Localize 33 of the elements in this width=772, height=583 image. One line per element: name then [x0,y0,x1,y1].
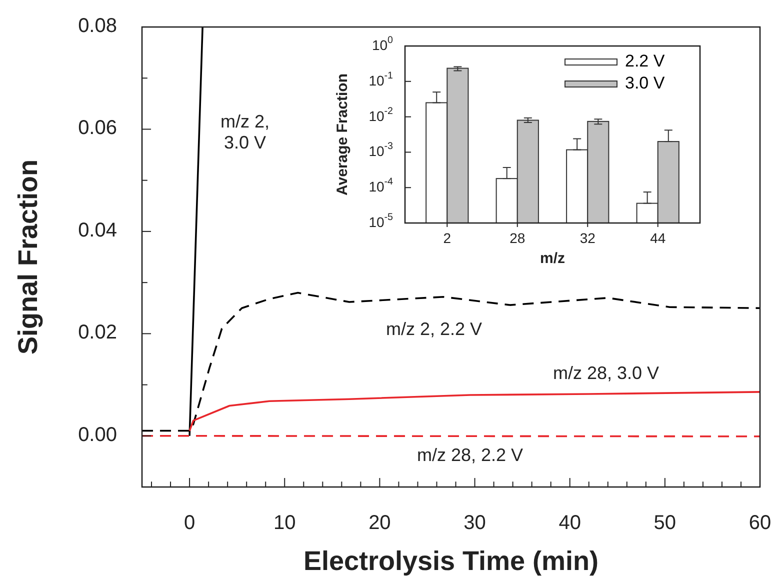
x-tick-label: 10 [273,512,296,534]
x-tick-label: 0 [184,512,196,534]
x-tick-label: 30 [464,512,486,534]
x-axis-title: Electrolysis Time (min) [303,546,599,576]
line-series [188,391,761,432]
y-tick-label: 0.04 [78,220,117,242]
x-tick-label: 20 [368,512,391,534]
y-tick-label: 0.02 [78,322,117,344]
x-tick-label: 32 [580,230,596,246]
x-tick-label: 44 [650,230,666,246]
series-label: m/z 28, 2.2 V [416,444,524,465]
x-axis-title: m/z [540,250,566,267]
series-label: m/z 2, 2.2 V [386,318,482,339]
x-tick-label: 40 [558,512,581,534]
y-axis-title: Average Fraction [334,74,351,196]
y-tick-label: 10$^{-5}$ [368,212,394,230]
y-tick-label: 10$^{-4}$ [368,176,394,194]
legend-label: 3.0 V [625,73,666,92]
y-tick-label: 10$^{-1}$ [368,70,393,88]
x-tick-label: 2 [443,230,452,246]
x-tick-label: 28 [510,230,526,246]
series-label: m/z 2, 3.0 V [220,111,270,152]
y-tick-label: 0.06 [78,118,117,140]
x-tick-label: 60 [748,512,772,534]
y-tick-label: 0.00 [78,424,117,446]
legend-label: 2.2 V [625,51,666,70]
y-axis-title: Signal Fraction [13,159,44,355]
y-tick-label: 0.08 [78,15,117,38]
y-tick-label: 10$^{0}$ [372,35,394,53]
x-tick-label: 50 [654,512,676,534]
y-tick-label: 10$^{-3}$ [368,141,394,159]
y-tick-label: 10$^{-2}$ [368,106,393,124]
series-label: m/z 28, 3.0 V [552,362,660,383]
